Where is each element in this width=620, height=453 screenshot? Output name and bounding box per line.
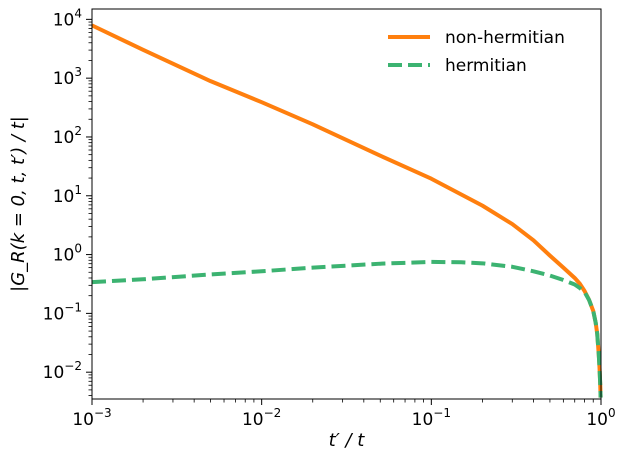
y-tick-labels: 10−2 10−1 100 101 102 103 104 — [43, 6, 82, 383]
y-tick-label: 10−1 — [43, 300, 82, 324]
minor-ticks — [88, 21, 594, 403]
x-axis-label: t′ / t — [329, 430, 366, 451]
y-tick-label: 101 — [53, 183, 82, 207]
legend-label-hermitian: hermitian — [445, 56, 527, 76]
y-tick-label: 10−2 — [43, 359, 82, 383]
legend: non-hermitian hermitian — [388, 28, 565, 76]
x-tick-label: 10−2 — [242, 406, 281, 430]
legend-label-non-hermitian: non-hermitian — [445, 28, 565, 48]
y-tick-label: 102 — [53, 124, 82, 148]
series-line-non-hermitian — [91, 23, 603, 398]
y-axis-label: |G_R(k = 0, t, t′) / t| — [8, 116, 29, 292]
series-layer — [91, 23, 603, 398]
y-tick-label: 104 — [53, 6, 82, 30]
x-tick-label: 10−3 — [72, 406, 111, 430]
major-ticks — [86, 18, 602, 405]
x-tick-label: 100 — [586, 406, 615, 430]
series-line-hermitian — [91, 259, 603, 398]
x-tick-label: 10−1 — [412, 406, 451, 430]
y-tick-label: 100 — [53, 242, 82, 266]
x-tick-labels: 10−3 10−2 10−1 100 — [72, 406, 615, 430]
y-tick-label: 103 — [53, 65, 82, 89]
plot-frame — [91, 8, 602, 400]
